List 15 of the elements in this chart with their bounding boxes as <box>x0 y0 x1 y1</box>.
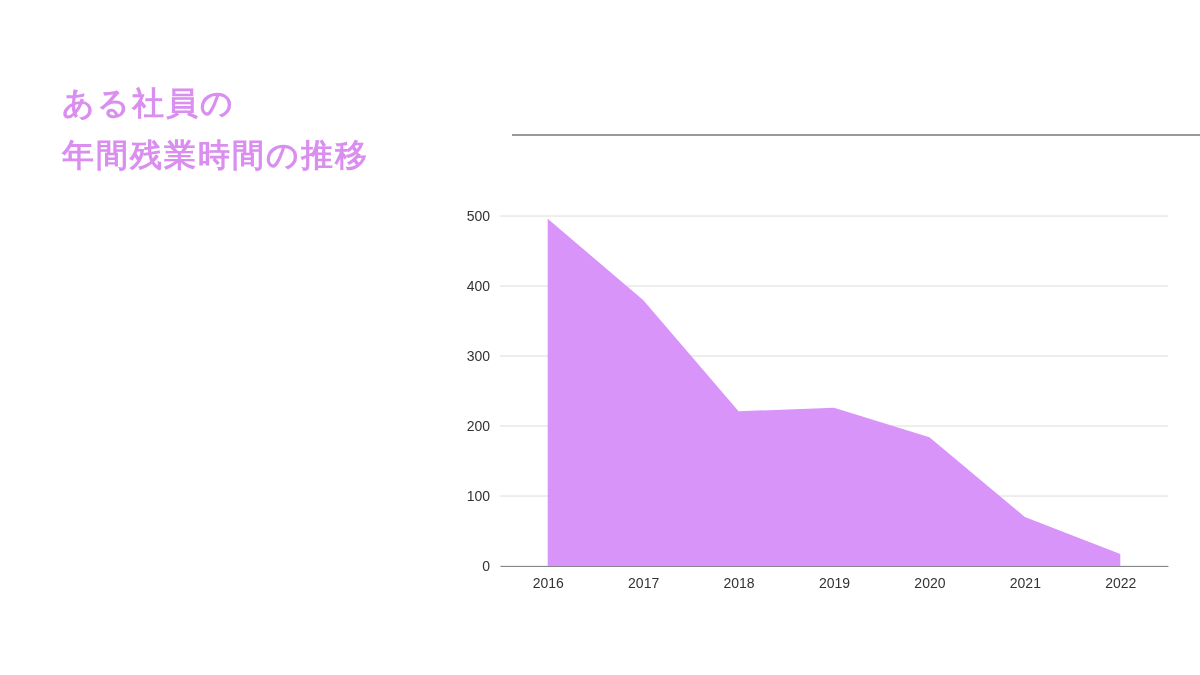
y-tick-label: 500 <box>466 207 491 224</box>
x-tick-label: 2018 <box>723 574 755 591</box>
x-tick-label: 2019 <box>818 574 851 591</box>
y-tick-label: 300 <box>466 347 491 364</box>
y-tick-label: 400 <box>466 277 491 294</box>
y-tick-label: 100 <box>466 487 491 504</box>
x-tick-label: 2022 <box>1105 574 1137 591</box>
text: ある社員の <box>62 84 235 122</box>
x-tick-label: 2017 <box>628 574 660 591</box>
x-tick-label: 2020 <box>914 574 946 591</box>
x-tick-label: 2021 <box>1009 574 1042 591</box>
y-tick-label: 200 <box>466 417 491 434</box>
x-tick-label: 2016 <box>532 574 564 591</box>
text: 年間残業時間の推移 <box>61 136 369 174</box>
y-tick-label: 0 <box>482 557 491 574</box>
